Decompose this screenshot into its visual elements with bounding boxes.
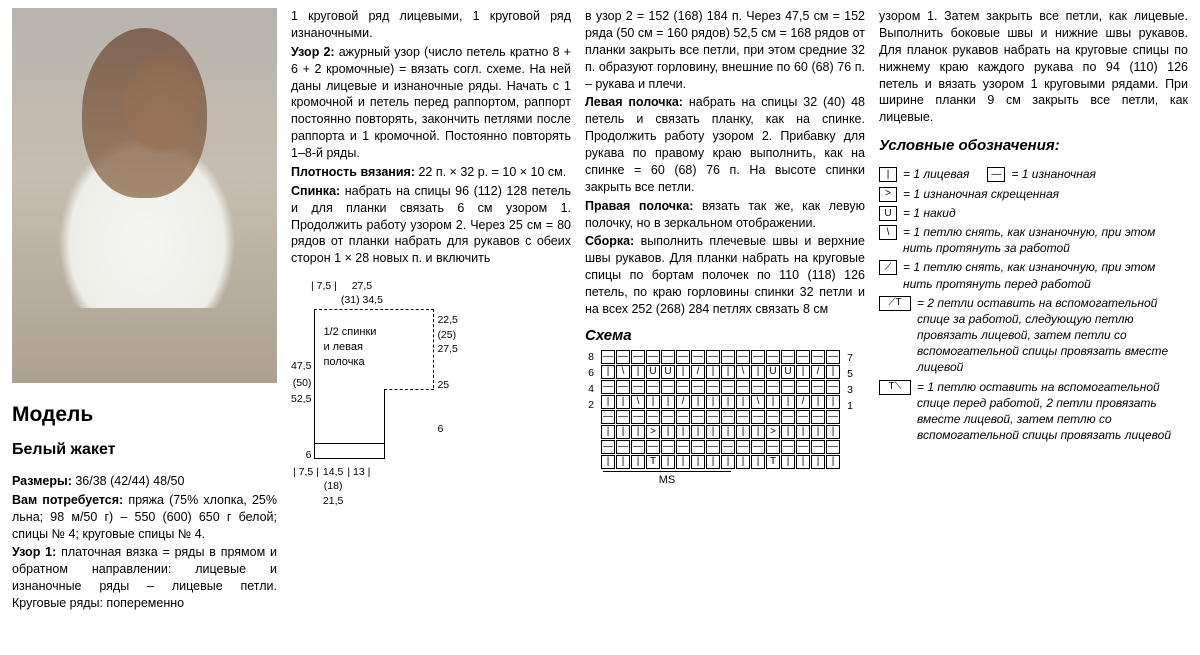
legend-item-slip-wyif: ⟋= 1 петлю снять, как изнаночную, при эт… — [879, 259, 1188, 291]
assembly-label: Сборка: — [585, 234, 634, 248]
left-front-value: набрать на спицы 32 (40) 48 петель и свя… — [585, 95, 865, 193]
gauge-label: Плотность вязания: — [291, 165, 415, 179]
legend-item-slip-wyib: \= 1 петлю снять, как изнаночную, при эт… — [879, 224, 1188, 256]
schematic-center-label: 1/2 спинкии леваяполочка — [323, 325, 376, 370]
legend-item-knit: |= 1 лицевая — [879, 166, 969, 182]
legend-item-purl: —= 1 изнаночная — [987, 166, 1096, 182]
pattern2-value: ажурный узор (число петель кратно 8 + 6 … — [291, 45, 571, 160]
legend-item-cable-front: T⟍= 1 петлю оставить на вспомогательной … — [879, 379, 1188, 444]
schematic-bottom-dims: | 7,5 | 14,5 (18) 21,5 | 13 | — [291, 465, 458, 508]
schematic-bottom-bar — [315, 443, 385, 458]
model-photo — [12, 8, 277, 383]
legend-list: |= 1 лицевая —= 1 изнаночная >= 1 изнано… — [879, 166, 1188, 443]
pattern1-line: Узор 1: платочная вязка = ряды в пря­мом… — [12, 544, 277, 612]
schematic-diagram: | 7,5 | 27,5 (31) 34,5 47,5 (50) 52,5 6 … — [291, 279, 571, 508]
gauge-line: Плотность вязания: 22 п. × 32 р. = 10 × … — [291, 164, 571, 181]
col2-continuation: 1 круговой ряд лицевыми, 1 круговой ряд … — [291, 8, 571, 42]
chart-title: Схема — [585, 326, 865, 346]
column-2: 1 круговой ряд лицевыми, 1 круговой ряд … — [291, 8, 571, 647]
schematic-box: 1/2 спинкии леваяполочка — [314, 309, 434, 459]
back-line: Спинка: набрать на спицы 96 (112) 128 пе… — [291, 183, 571, 267]
left-front-line: Левая полочка: набрать на спицы 32 (40) … — [585, 94, 865, 195]
materials-line: Вам потребуется: пряжа (75% хлопка, 25% … — [12, 492, 277, 543]
chart-grid: ————————————————|\|UU|/||\|UU|/|————————… — [601, 350, 840, 469]
need-label: Вам потребуется: — [12, 493, 123, 507]
left-front-label: Левая полочка: — [585, 95, 683, 109]
model-name: Белый жакет — [12, 439, 277, 461]
chart-right-numbers: 7531 — [844, 350, 856, 413]
right-front-label: Правая полочка: — [585, 199, 693, 213]
sizes-line: Размеры: 36/38 (42/44) 48/50 — [12, 473, 277, 490]
right-front-line: Правая полочка: вязать так же, как левую… — [585, 198, 865, 232]
pattern2-label: Узор 2: — [291, 45, 335, 59]
column-4: узором 1. Затем закрыть все петли, как л… — [879, 8, 1188, 647]
legend-title: Условные обозначения: — [879, 136, 1188, 156]
legend-item-cable-back: ⟋T= 2 петли оставить на вспомогательной … — [879, 295, 1188, 376]
col4-continuation: узором 1. Затем закрыть все петли, как л… — [879, 8, 1188, 126]
gauge-value: 22 п. × 32 р. = 10 × 10 см. — [418, 165, 566, 179]
section-title: Модель — [12, 401, 277, 429]
column-1: Модель Белый жакет Размеры: 36/38 (42/44… — [12, 8, 277, 647]
assembly-line: Сборка: выполнить плечевые швы и верхние… — [585, 233, 865, 317]
sizes-value: 36/38 (42/44) 48/50 — [75, 474, 184, 488]
legend-item-yo: U= 1 накид — [879, 205, 1188, 221]
schematic-top-dims: | 7,5 | 27,5 (31) 34,5 — [291, 279, 458, 307]
column-3: в узор 2 = 152 (168) 184 п. Через 47,5 с… — [585, 8, 865, 647]
pattern2-line: Узор 2: ажурный узор (число петель кратн… — [291, 44, 571, 162]
back-label: Спинка: — [291, 184, 340, 198]
pattern1-label: Узор 1: — [12, 545, 56, 559]
schematic-right-dims: 22,5 (25) 27,5 25 6 — [437, 309, 457, 462]
chart-ms-bracket: MS — [603, 471, 731, 488]
schematic-left-dims: 47,5 (50) 52,5 6 — [291, 309, 311, 462]
stitch-chart: Схема 8642 ————————————————|\|UU|/||\|UU… — [585, 326, 865, 488]
legend-item-ptbl: >= 1 изнаночная скрещенная — [879, 186, 1188, 202]
chart-left-numbers: 8642 — [585, 350, 597, 413]
col3-continuation: в узор 2 = 152 (168) 184 п. Через 47,5 с… — [585, 8, 865, 92]
sizes-label: Размеры: — [12, 474, 72, 488]
schematic-notch — [384, 389, 434, 459]
